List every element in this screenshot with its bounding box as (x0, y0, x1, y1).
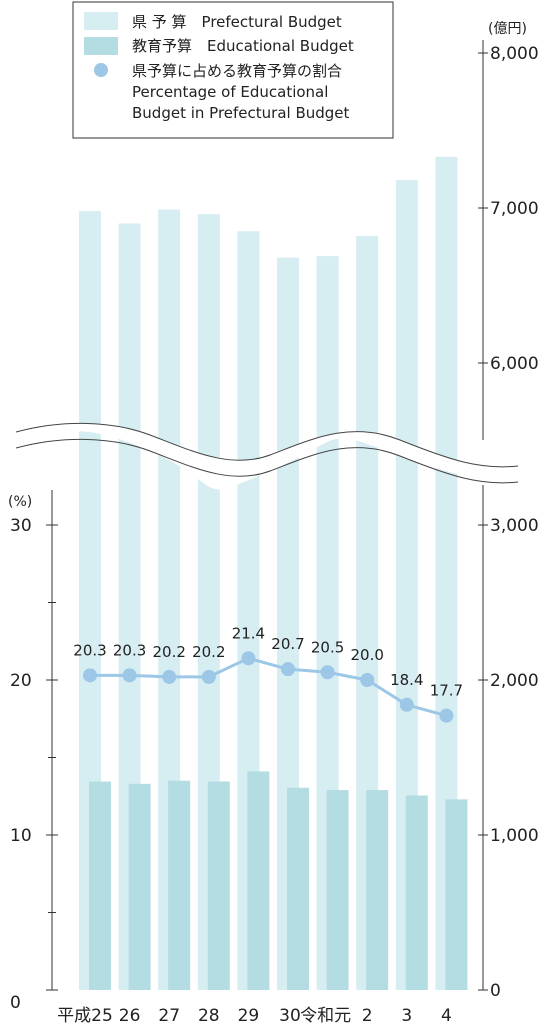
right-axis-tick-label: 1,000 (490, 826, 539, 846)
percentage-data-label: 18.4 (390, 671, 423, 689)
x-axis-label: 令和元 (300, 1006, 351, 1026)
x-axis-label: 4 (441, 1006, 452, 1026)
percentage-point (439, 708, 454, 723)
educational-budget-bar (128, 783, 151, 990)
x-axis-label: 2 (362, 1006, 373, 1026)
percentage-data-label: 21.4 (232, 624, 265, 642)
prefectural-budget-bar (395, 180, 418, 991)
percentage-point (281, 662, 295, 677)
x-axis-label: 30 (279, 1006, 301, 1026)
percentage-data-label: 17.7 (430, 682, 463, 700)
percentage-data-label: 20.0 (350, 646, 383, 664)
educational-budget-bar (89, 781, 111, 990)
legend-box (72, 1, 394, 139)
axis-break-line-lower (15, 438, 519, 484)
left-axis-unit: (%) (8, 494, 32, 510)
educational-budget-bar (247, 771, 270, 990)
left-axis-tick-label: 0 (10, 993, 21, 1013)
legend-label-percentage: Budget in Prefectural Budget (132, 104, 350, 122)
percentage-data-label: 20.3 (113, 641, 146, 659)
percentage-point (399, 697, 414, 712)
right-axis-unit: (億円) (488, 21, 527, 37)
left-axis-tick-label: 10 (10, 826, 32, 846)
percentage-point (320, 665, 335, 680)
educational-budget-bars (89, 771, 468, 990)
percentage-line (90, 656, 447, 718)
right-axis-tick-label: 8,000 (490, 44, 539, 64)
left-axis-tick-label: 20 (10, 671, 32, 691)
right-axis-tick-label: 2,000 (490, 671, 539, 691)
educational-budget-bar (366, 790, 389, 990)
educational-budget-bar (207, 781, 230, 990)
percentage-data-label: 20.7 (271, 635, 304, 653)
x-axis-label: 27 (158, 1006, 180, 1026)
axis-break (15, 422, 519, 490)
percentage-line-layer: 20.3 20.3 20.2 20.2 21.4 20.7 20.5 20.0 18.4 17.7 (73, 624, 463, 723)
percentage-point (201, 669, 216, 684)
educational-budget-bar (287, 787, 309, 990)
legend-label-prefectural: 県 予 算 Prefectural Budget (132, 13, 342, 31)
right-axis-tick-label: 7,000 (490, 199, 539, 219)
legend: 県 予 算 Prefectural Budget 教育予算 Educational… (72, 1, 394, 139)
axes: (億円) 6,000 7,000 8,000 0 1,000 2,000 3,000 (%) 0 1… (8, 21, 539, 1013)
legend-label-percentage: 県予算に占める教育予算の割合 (132, 62, 342, 80)
prefectural-budget-bars (79, 156, 458, 991)
percentage-data-label: 20.2 (152, 643, 185, 661)
x-axis-labels: 平成25 26 27 28 29 30 令和元 2 3 4 (57, 1006, 452, 1026)
percentage-point (83, 668, 97, 683)
percentage-data-label: 20.3 (73, 641, 106, 659)
legend-label-educational: 教育予算 Educational Budget (132, 37, 354, 55)
axis-break-line-upper (15, 422, 519, 468)
left-axis-tick-label: 30 (10, 516, 32, 536)
prefectural-budget-bar (435, 156, 458, 991)
x-axis-label: 28 (198, 1006, 220, 1026)
x-axis-label: 29 (238, 1006, 260, 1026)
legend-label-percentage: Percentage of Educational (132, 83, 328, 101)
legend-swatch-prefectural (84, 12, 118, 30)
right-axis-tick-label: 0 (490, 981, 501, 1001)
percentage-point (360, 673, 375, 687)
percentage-point (122, 668, 137, 683)
educational-budget-bar (326, 790, 349, 990)
percentage-point (162, 669, 177, 684)
percentage-data-label: 20.2 (192, 643, 225, 661)
x-axis-label: 26 (119, 1006, 141, 1026)
right-axis-tick-label: 6,000 (490, 354, 539, 374)
legend-swatch-percentage (94, 63, 108, 77)
educational-budget-bar (168, 780, 191, 990)
x-axis-label: 3 (401, 1006, 412, 1026)
educational-budget-bar (445, 799, 468, 990)
educational-budget-bar (405, 795, 428, 990)
percentage-data-label: 20.5 (311, 638, 344, 656)
x-axis-label: 平成25 (57, 1006, 113, 1026)
legend-swatch-educational (84, 37, 118, 55)
percentage-point (241, 651, 256, 666)
right-axis-tick-label: 3,000 (490, 516, 539, 536)
